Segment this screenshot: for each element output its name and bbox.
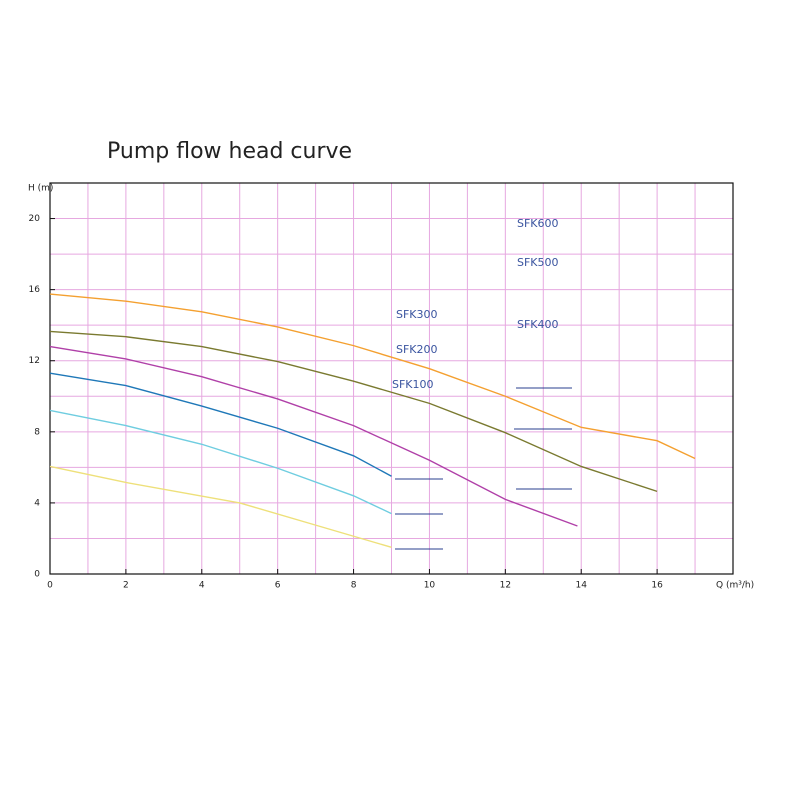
y-tick-label: 4 [34, 498, 40, 508]
x-tick-label: 4 [199, 581, 205, 591]
series-line [49, 330, 658, 493]
x-tick-label: 0 [47, 581, 53, 591]
y-tick-label: 16 [29, 285, 41, 295]
x-tick-label: 10 [424, 581, 436, 591]
legend-label: SFK500 [517, 256, 559, 269]
legend-label: SFK400 [517, 318, 559, 331]
y-axis-label: H (m) [28, 184, 53, 194]
x-tick-label: 6 [275, 581, 281, 591]
y-tick-label: 0 [34, 570, 40, 580]
plot-frame [49, 182, 734, 575]
x-tick-label: 12 [500, 581, 511, 591]
series-line [49, 345, 578, 527]
y-tick-label: 8 [34, 427, 40, 437]
legend-label: SFK200 [396, 343, 438, 356]
x-tick-label: 14 [575, 581, 587, 591]
x-axis-label: Q (m³/h) [716, 581, 754, 591]
series-line [49, 409, 392, 515]
legend-label: SFK300 [396, 308, 438, 321]
legend-label: SFK100 [392, 378, 434, 391]
x-tick-label: 2 [123, 581, 129, 591]
x-tick-label: 8 [351, 581, 357, 591]
series-line [49, 293, 696, 460]
legend-label: SFK600 [517, 217, 559, 230]
chart-title: Pump flow head curve [107, 139, 352, 164]
series-line [49, 465, 392, 549]
y-tick-label: 20 [29, 214, 41, 224]
x-tick-label: 16 [651, 581, 663, 591]
series-line [49, 372, 392, 477]
y-tick-label: 12 [29, 356, 40, 366]
